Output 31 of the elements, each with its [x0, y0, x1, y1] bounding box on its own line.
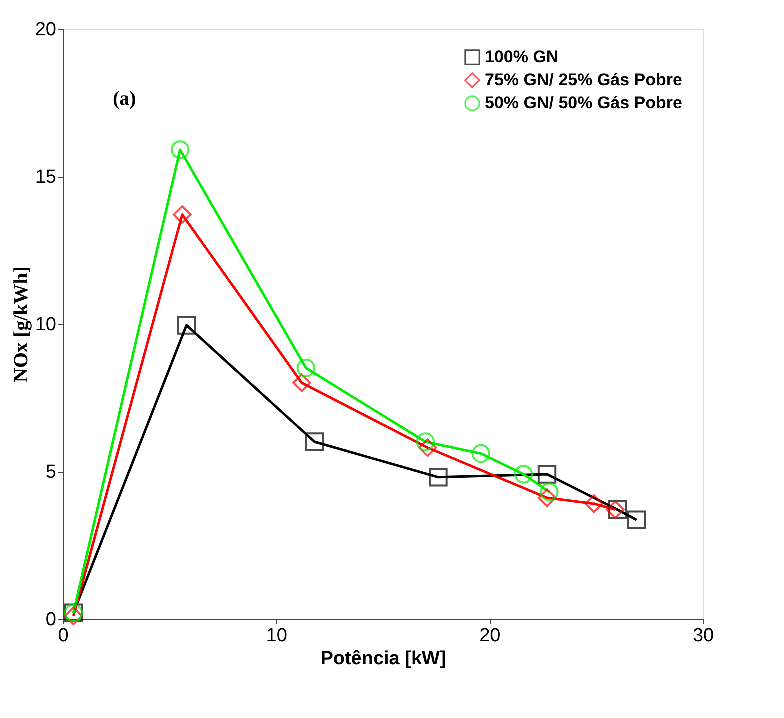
point	[305, 432, 324, 452]
y-tick-label: 0	[46, 610, 56, 630]
point	[540, 482, 559, 502]
point	[429, 468, 448, 487]
point	[292, 374, 312, 392]
y-tick-label: 5	[46, 462, 56, 483]
point	[170, 140, 190, 160]
y-tick-label: 20	[35, 20, 56, 40]
point	[173, 205, 192, 224]
point	[296, 358, 316, 378]
point	[538, 488, 557, 508]
point	[418, 438, 438, 458]
legend-label: 50% GN/ 50% Gás Pobre	[485, 94, 682, 112]
point	[584, 494, 604, 514]
point	[628, 510, 646, 530]
y-axis-title: NOx [g/kWh]	[10, 266, 32, 383]
point	[416, 432, 436, 452]
x-tick-label: 30	[692, 626, 714, 646]
point	[514, 465, 534, 484]
point	[472, 444, 490, 464]
legend-label: 75% GN/ 25% Gás Pobre	[485, 70, 682, 90]
x-tick-label: 10	[266, 626, 288, 646]
y-tick-label: 10	[35, 314, 56, 336]
point	[538, 465, 557, 484]
annotation: (a)	[113, 88, 136, 110]
point	[64, 606, 84, 626]
legend-label: 100% GN	[485, 48, 559, 66]
y-tick-label: 15	[35, 167, 56, 188]
x-axis-title: Potência [kW]	[320, 648, 446, 670]
x-tick-label: 20	[480, 626, 501, 646]
point	[177, 316, 196, 335]
